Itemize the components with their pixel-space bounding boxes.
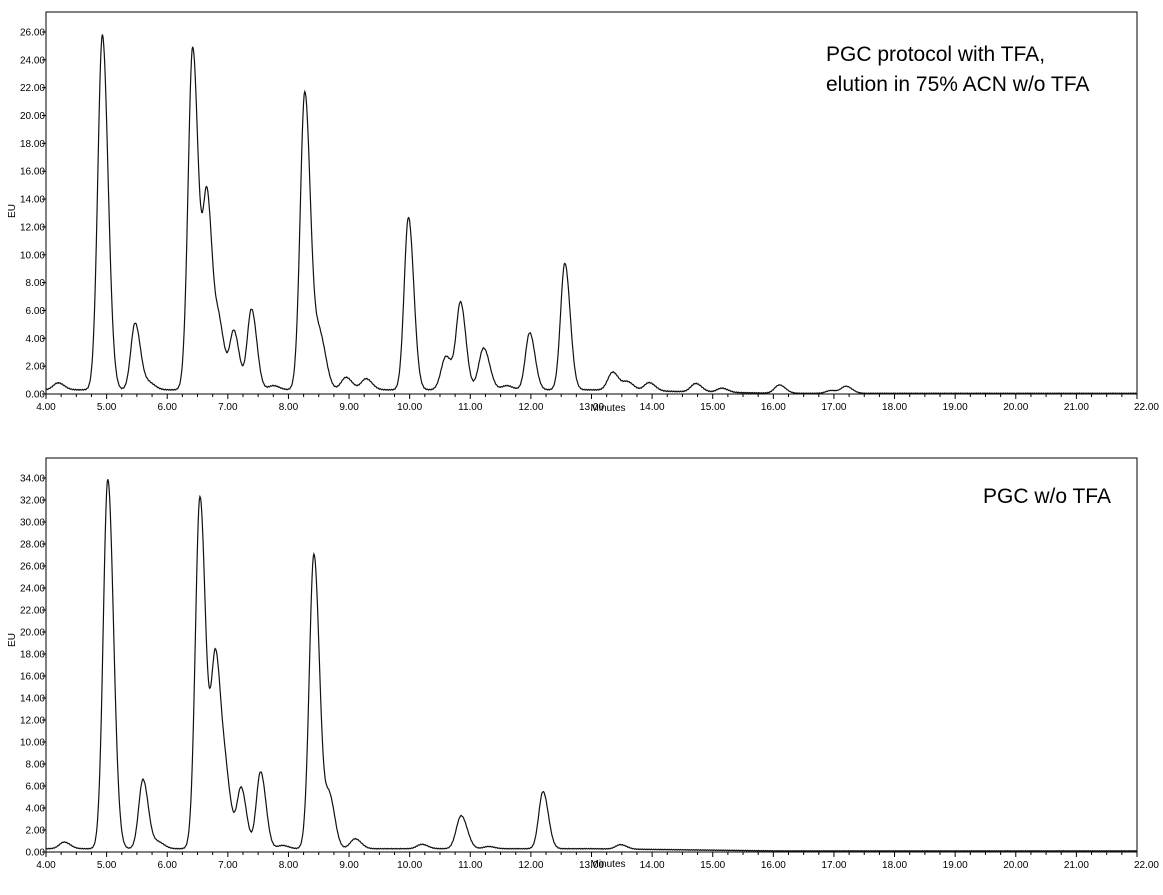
x-tick-label: 9.00 xyxy=(339,860,359,871)
x-tick-label: 22.00 xyxy=(1134,860,1159,871)
x-axis-title-top: Minutes xyxy=(590,403,625,414)
y-axis-top: 0.00 2.00 4.00 6.00 8.00 10.00 12.00 14.00 16.00… xyxy=(20,28,46,401)
y-tick-label: 0.00 xyxy=(26,390,46,401)
y-tick-label: 22.00 xyxy=(20,606,45,617)
x-tick-label: 9.00 xyxy=(339,402,359,413)
y-axis-title-bottom: EU xyxy=(7,633,18,647)
x-tick-label: 15.00 xyxy=(700,860,725,871)
y-tick-label: 20.00 xyxy=(20,628,45,639)
x-tick-label: 13.00 xyxy=(579,860,604,871)
y-tick-label: 6.00 xyxy=(26,306,46,317)
y-tick-label: 30.00 xyxy=(20,518,45,529)
x-tick-label: 16.00 xyxy=(761,860,786,871)
x-tick-label: 12.00 xyxy=(518,860,543,871)
plot-frame-bottom xyxy=(45,457,1138,853)
x-tick-label: 8.00 xyxy=(279,860,299,871)
y-tick-label: 16.00 xyxy=(20,672,45,683)
x-tick-label: 6.00 xyxy=(157,860,177,871)
y-tick-label: 10.00 xyxy=(20,250,45,261)
x-tick-label: 14.00 xyxy=(640,402,665,413)
x-tick-label: 6.00 xyxy=(157,402,177,413)
x-axis-top: 4.00 5.00 6.00 7.00 8.00 9.00 10.00 11.00 12.00 1… xyxy=(36,394,1159,413)
y-tick-label: 10.00 xyxy=(20,738,45,749)
x-tick-label: 18.00 xyxy=(882,402,907,413)
y-tick-label: 18.00 xyxy=(20,139,45,150)
x-tick-label: 8.00 xyxy=(279,402,299,413)
y-tick-label: 22.00 xyxy=(20,83,45,94)
x-tick-label: 22.00 xyxy=(1134,402,1159,413)
y-tick-label: 14.00 xyxy=(20,195,45,206)
annotation-top-line2: elution in 75% ACN w/o TFA xyxy=(826,73,1089,96)
x-axis-title-bottom: Minutes xyxy=(590,859,625,870)
x-tick-label: 19.00 xyxy=(943,860,968,871)
x-tick-label: 14.00 xyxy=(640,860,665,871)
y-tick-label: 4.00 xyxy=(26,804,46,815)
x-tick-label: 5.00 xyxy=(97,402,117,413)
plot-frame-top xyxy=(45,11,1138,395)
y-tick-label: 24.00 xyxy=(20,55,45,66)
y-tick-label: 0.00 xyxy=(26,848,46,859)
y-axis-bottom: 0.00 2.00 4.00 6.00 8.00 10.00 12.00 14.00 16.00… xyxy=(20,474,46,859)
x-tick-label: 17.00 xyxy=(821,402,846,413)
y-tick-label: 18.00 xyxy=(20,650,45,661)
x-tick-label: 13.00 xyxy=(579,402,604,413)
x-tick-label: 10.00 xyxy=(397,402,422,413)
y-tick-label: 26.00 xyxy=(20,562,45,573)
y-tick-label: 24.00 xyxy=(20,584,45,595)
x-tick-label: 7.00 xyxy=(218,402,238,413)
x-tick-label: 11.00 xyxy=(458,860,483,871)
x-tick-label: 20.00 xyxy=(1003,402,1028,413)
x-tick-label: 21.00 xyxy=(1064,402,1089,413)
x-tick-label: 10.00 xyxy=(397,860,422,871)
y-tick-label: 26.00 xyxy=(20,28,45,39)
x-tick-label: 7.00 xyxy=(218,860,238,871)
y-tick-label: 8.00 xyxy=(26,760,46,771)
x-tick-label: 11.00 xyxy=(458,402,483,413)
x-tick-label: 21.00 xyxy=(1064,860,1089,871)
y-tick-label: 20.00 xyxy=(20,111,45,122)
chromatogram-trace-top xyxy=(45,34,1138,395)
x-tick-label: 16.00 xyxy=(761,402,786,413)
annotation-bottom: PGC w/o TFA xyxy=(983,485,1111,508)
chromatogram-trace-bottom xyxy=(45,479,1138,852)
chart-top: 0.00 2.00 4.00 6.00 8.00 10.00 12.00 14.00 16.00… xyxy=(7,11,1159,414)
y-tick-label: 12.00 xyxy=(20,716,45,727)
y-tick-label: 12.00 xyxy=(20,222,45,233)
y-tick-label: 14.00 xyxy=(20,694,45,705)
y-tick-label: 32.00 xyxy=(20,496,45,507)
x-tick-label: 4.00 xyxy=(36,402,56,413)
x-tick-label: 19.00 xyxy=(943,402,968,413)
y-tick-label: 2.00 xyxy=(26,826,46,837)
x-tick-label: 12.00 xyxy=(518,402,543,413)
x-tick-label: 20.00 xyxy=(1003,860,1028,871)
y-tick-label: 28.00 xyxy=(20,540,45,551)
x-tick-label: 17.00 xyxy=(821,860,846,871)
chart-bottom: 0.00 2.00 4.00 6.00 8.00 10.00 12.00 14.00 16.00… xyxy=(7,457,1159,871)
x-tick-label: 15.00 xyxy=(700,402,725,413)
y-tick-label: 8.00 xyxy=(26,278,46,289)
x-tick-label: 5.00 xyxy=(97,860,117,871)
y-tick-label: 34.00 xyxy=(20,474,45,485)
x-tick-label: 4.00 xyxy=(36,860,56,871)
x-tick-label: 18.00 xyxy=(882,860,907,871)
y-tick-label: 6.00 xyxy=(26,782,46,793)
x-axis-bottom: 4.00 5.00 6.00 7.00 8.00 9.00 10.00 11.00 12.00 1… xyxy=(36,852,1159,871)
y-axis-title-top: EU xyxy=(7,204,18,218)
annotation-top-line1: PGC protocol with TFA, xyxy=(826,43,1045,66)
y-tick-label: 4.00 xyxy=(26,334,46,345)
y-tick-label: 16.00 xyxy=(20,167,45,178)
y-tick-label: 2.00 xyxy=(26,362,46,373)
